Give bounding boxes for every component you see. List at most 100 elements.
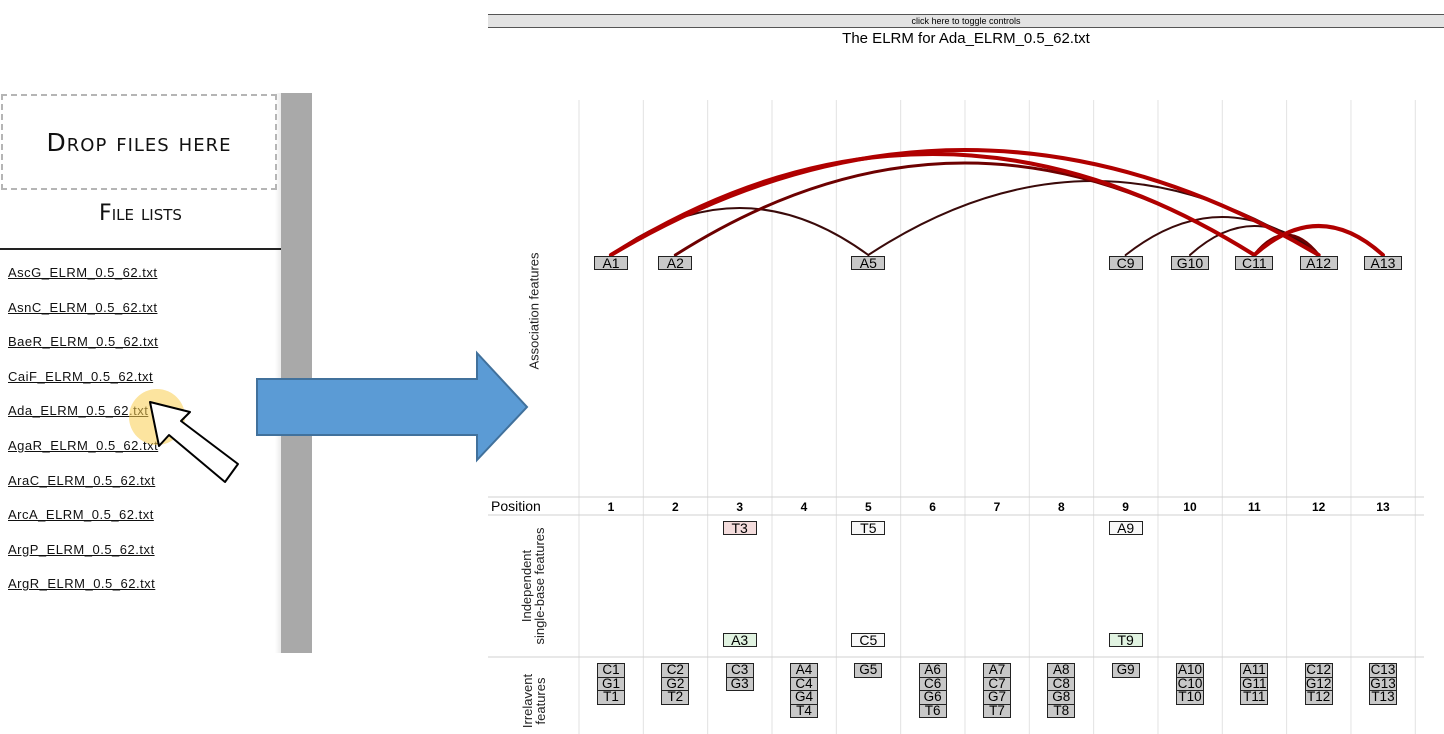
irrelevant-feature-box: C3 xyxy=(731,662,749,677)
axis-label-line: features xyxy=(533,677,548,725)
file-panel: Drop files here File lists AscG_ELRM_0.5… xyxy=(0,93,312,653)
irrelevant-feature-box: C10 xyxy=(1176,675,1203,691)
association-feature-box: A5 xyxy=(851,256,886,270)
irrelevant-feature-box: C2 xyxy=(666,662,684,677)
file-list-item: AgaR_ELRM_0.5_62.txt xyxy=(8,437,158,472)
position-number: 13 xyxy=(1376,500,1390,514)
irrelevant-feature-box: C8 xyxy=(1048,676,1075,691)
position-number: 4 xyxy=(800,500,808,514)
position-number: 11 xyxy=(1247,500,1261,514)
independent-feature-box: C5 xyxy=(851,633,886,647)
position-number: 1 xyxy=(607,500,615,514)
file-link[interactable]: BaeR_ELRM_0.5_62.txt xyxy=(8,334,159,350)
independent-axis-label: Independent single-base features xyxy=(519,527,547,645)
association-feature-box: G10 xyxy=(1170,256,1209,270)
irrelevant-feature-box: A7 xyxy=(988,662,1006,677)
file-list-item: Ada_ELRM_0.5_62.txt xyxy=(8,402,158,437)
position-number: 5 xyxy=(864,500,872,514)
irrelevant-feature-stack: C12 G12 T12 xyxy=(1304,662,1333,705)
irrelevant-feature-box: C7 xyxy=(983,676,1010,691)
irrelevant-feature-stack: A7 C7 G7 T7 xyxy=(982,662,1011,718)
drop-zone-label: Drop files here xyxy=(46,127,232,157)
irrelevant-feature-box: T1 xyxy=(598,690,624,704)
irrelevant-feature-stack: A8 C8 G8 T8 xyxy=(1047,662,1076,718)
irrelevant-feature-box: T6 xyxy=(919,703,946,718)
independent-feature-box: A3 xyxy=(722,633,757,647)
irrelevant-feature-box: T8 xyxy=(1048,703,1075,718)
file-link[interactable]: AscG_ELRM_0.5_62.txt xyxy=(8,265,158,280)
association-arc xyxy=(609,152,1257,257)
file-list-item: AscG_ELRM_0.5_62.txt xyxy=(8,264,158,299)
irrelevant-feature-stack: A4 C4 G4 T4 xyxy=(789,662,818,718)
irrelevant-feature-box: G9 xyxy=(1116,662,1135,677)
mouse-pointer-icon xyxy=(149,401,239,483)
drop-zone[interactable]: Drop files here xyxy=(1,94,277,190)
irrelevant-feature-box: T2 xyxy=(662,690,689,704)
file-list-item: ArcA_ELRM_0.5_62.txt xyxy=(8,506,158,541)
file-link[interactable]: ArgP_ELRM_0.5_62.txt xyxy=(8,541,155,557)
association-arc xyxy=(1252,224,1385,257)
file-lists-title: File lists xyxy=(99,201,182,226)
position-number: 12 xyxy=(1311,500,1326,514)
association-feature-box: A13 xyxy=(1363,256,1402,270)
chart-title: The ELRM for Ada_ELRM_0.5_62.txt xyxy=(842,30,1090,47)
association-arc xyxy=(673,161,1256,257)
association-axis-label: Association features xyxy=(526,252,542,370)
irrelevant-feature-box: A11 xyxy=(1242,662,1266,677)
position-number: 7 xyxy=(993,500,1001,514)
file-link[interactable]: AgaR_ELRM_0.5_62.txt xyxy=(8,437,159,453)
panel-scrollbar[interactable] xyxy=(275,93,312,653)
file-link[interactable]: ArcA_ELRM_0.5_62.txt xyxy=(8,507,154,523)
association-feature-box: C9 xyxy=(1108,256,1143,270)
file-link[interactable]: ArgR_ELRM_0.5_62.txt xyxy=(8,576,156,592)
irrelevant-feature-stack: G5 xyxy=(854,662,883,678)
irrelevant-feature-box: C12 xyxy=(1306,662,1331,677)
association-arc xyxy=(1188,225,1320,256)
association-feature-box: A12 xyxy=(1299,256,1338,270)
association-arc xyxy=(610,207,870,256)
irrelevant-feature-box: T10 xyxy=(1176,689,1203,704)
irrelevant-feature-box: G5 xyxy=(859,662,878,677)
irrelevant-feature-stack: A6 C6 G6 T6 xyxy=(918,663,947,718)
irrelevant-feature-box: T12 xyxy=(1305,689,1332,704)
association-arc xyxy=(1252,233,1321,257)
independent-feature-box: A9 xyxy=(1108,521,1143,535)
file-list-item: ArgP_ELRM_0.5_62.txt xyxy=(8,541,158,576)
position-number: 3 xyxy=(736,500,743,514)
association-arc xyxy=(1124,216,1320,256)
irrelevant-feature-stack: C3 G3 xyxy=(725,662,754,691)
independent-feature-box: T3 xyxy=(722,521,757,535)
irrelevant-feature-box: A4 xyxy=(795,662,813,677)
file-list-item: ArgR_ELRM_0.5_62.txt xyxy=(8,575,158,610)
file-list: AscG_ELRM_0.5_62.txt AsnC_ELRM_0.5_62.txt… xyxy=(8,264,158,610)
irrelevant-feature-box: A10 xyxy=(1177,662,1202,677)
position-number: 2 xyxy=(671,500,679,514)
irrelevant-feature-box: T11 xyxy=(1241,689,1268,704)
association-feature-box: C11 xyxy=(1235,256,1274,270)
file-list-item: CaiF_ELRM_0.5_62.txt xyxy=(8,368,158,403)
independent-feature-box: T9 xyxy=(1108,633,1143,647)
irrelevant-feature-box: G4 xyxy=(790,690,817,704)
irrelevant-feature-stack: A10 C10 T10 xyxy=(1175,662,1204,705)
irrelevant-feature-box: G11 xyxy=(1241,675,1268,691)
axis-label-line: single-base features xyxy=(532,527,547,645)
irrelevant-feature-box: G6 xyxy=(919,690,946,704)
file-link[interactable]: Ada_ELRM_0.5_62.txt xyxy=(8,403,149,419)
irrelevant-feature-box: G13 xyxy=(1369,675,1396,691)
file-link[interactable]: AsnC_ELRM_0.5_62.txt xyxy=(8,299,158,315)
irrelevant-feature-box: T4 xyxy=(790,703,817,718)
file-link[interactable]: CaiF_ELRM_0.5_62.txt xyxy=(8,368,154,384)
toggle-controls-bar[interactable]: click here to toggle controls xyxy=(488,14,1444,28)
irrelevant-feature-box: G3 xyxy=(726,676,753,691)
position-number: 9 xyxy=(1122,500,1129,514)
file-list-item: AsnC_ELRM_0.5_62.txt xyxy=(8,299,158,334)
file-link[interactable]: AraC_ELRM_0.5_62.txt xyxy=(8,472,156,488)
irrelevant-feature-box: T13 xyxy=(1369,689,1396,704)
position-number: 8 xyxy=(1057,500,1065,514)
file-panel-background xyxy=(0,93,281,653)
irrelevant-feature-box: G7 xyxy=(983,690,1010,704)
irrelevant-feature-box: G12 xyxy=(1305,675,1332,691)
irrelevant-feature-box: C6 xyxy=(919,676,946,691)
irrelevant-feature-box: C4 xyxy=(790,676,817,691)
irrelevant-feature-box: A8 xyxy=(1053,662,1070,677)
